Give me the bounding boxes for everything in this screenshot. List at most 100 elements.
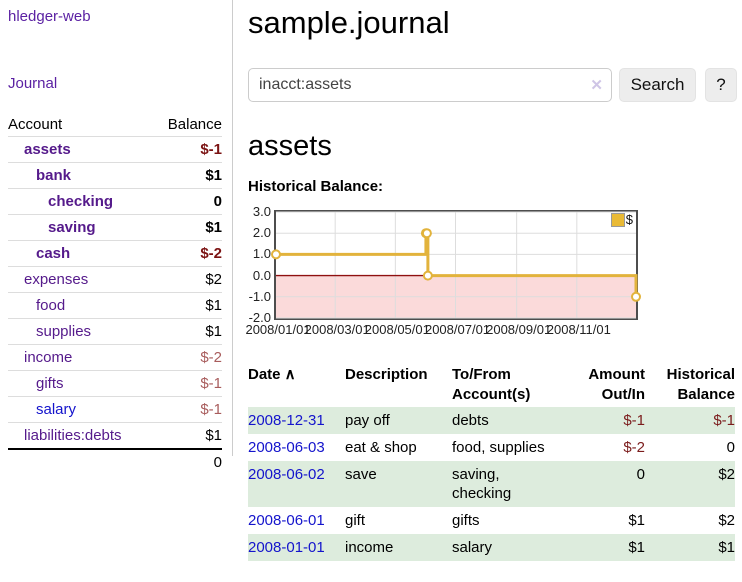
- transaction-date-link[interactable]: 2008-06-01: [248, 512, 325, 529]
- register-header-row: Date ∧ Description To/From Account(s) Amoun…: [248, 363, 735, 407]
- sort-ascending-icon: ∧: [280, 366, 296, 383]
- account-row: checking 0: [8, 188, 222, 215]
- register-row: 2008-12-31 pay off debts $-1 $-1: [248, 407, 735, 434]
- account-balance: $2: [152, 266, 222, 293]
- clear-search-icon[interactable]: ✕: [590, 77, 603, 94]
- page-title: sample.journal: [248, 5, 450, 40]
- nav-journal-link[interactable]: Journal: [8, 75, 58, 92]
- account-balance: $-2: [152, 240, 222, 267]
- account-row: bank $1: [8, 162, 222, 189]
- chart-canvas: [271, 211, 641, 319]
- transaction-date-link[interactable]: 2008-01-01: [248, 539, 325, 556]
- accounts-header-account: Account: [8, 116, 63, 133]
- transaction-balance: 0: [726, 439, 735, 456]
- x-tick-label: 2008/01/01: [245, 322, 311, 337]
- legend-swatch-icon: [610, 212, 625, 227]
- account-link[interactable]: gifts: [36, 375, 64, 392]
- account-balance: $-1: [152, 396, 222, 423]
- transaction-description: pay off: [345, 412, 390, 429]
- register-header-historical-balance: Historical Balance: [666, 366, 735, 403]
- x-tick-label: 2008/07/01: [424, 322, 491, 337]
- transaction-amount: $1: [628, 539, 645, 556]
- account-row: food $1: [8, 292, 222, 319]
- account-link[interactable]: checking: [48, 193, 114, 210]
- legend-label: $: [625, 212, 633, 227]
- chart-y-axis: 3.0 2.0 1.0 0.0 -1.0 -2.0: [248, 204, 274, 325]
- y-tick-label: -1.0: [248, 288, 271, 304]
- register-table: Date ∧ Description To/From Account(s) Amoun…: [248, 363, 735, 561]
- accounts-header-balance: Balance: [167, 116, 222, 133]
- account-link[interactable]: supplies: [36, 323, 92, 340]
- account-balance: $-2: [152, 344, 222, 371]
- account-link[interactable]: liabilities:debts: [24, 427, 122, 444]
- account-row: liabilities:debts $1: [8, 422, 222, 449]
- account-link[interactable]: saving: [48, 219, 96, 236]
- account-row: expenses $2: [8, 266, 222, 293]
- transaction-amount: $-1: [623, 412, 645, 429]
- transaction-date-link[interactable]: 2008-06-02: [248, 466, 325, 483]
- y-tick-label: 0.0: [252, 267, 271, 283]
- register-header-amount-out-in: Amount Out/In: [588, 366, 645, 403]
- account-link[interactable]: food: [36, 297, 66, 314]
- main-content: sample.journal ✕ Search ? assets Histori…: [245, 0, 737, 561]
- account-balance: $1: [152, 318, 222, 345]
- transaction-balance: $-1: [713, 412, 735, 429]
- account-link[interactable]: salary: [36, 401, 77, 418]
- account-link[interactable]: bank: [36, 167, 72, 184]
- transaction-accounts: saving, checking: [452, 466, 512, 502]
- account-balance: $1: [152, 422, 222, 449]
- x-tick-label: 2008/11/01: [546, 322, 611, 337]
- account-row: salary $-1: [8, 396, 222, 423]
- transaction-amount: $-2: [623, 439, 645, 456]
- account-link[interactable]: assets: [24, 141, 71, 158]
- account-balance: 0: [152, 188, 222, 215]
- search-input[interactable]: [248, 68, 612, 102]
- transaction-accounts: food, supplies: [452, 439, 545, 456]
- accounts-total: 0: [152, 448, 222, 475]
- transaction-date-link[interactable]: 2008-12-31: [248, 412, 325, 429]
- transaction-description: income: [345, 539, 394, 556]
- app-title-link[interactable]: hledger-web: [8, 8, 91, 25]
- chart-title: Historical Balance:: [248, 178, 384, 195]
- account-balance: $-1: [152, 370, 222, 397]
- transaction-description: eat & shop: [345, 439, 417, 456]
- account-link[interactable]: income: [24, 349, 73, 366]
- account-row: income $-2: [8, 344, 222, 371]
- account-link[interactable]: expenses: [24, 271, 89, 288]
- transaction-balance: $2: [718, 512, 735, 529]
- chart-legend: $: [610, 212, 633, 227]
- chart-plot-area: $: [271, 210, 641, 320]
- y-tick-label: 1.0: [252, 246, 271, 262]
- x-tick-label: 2008/05/01: [364, 322, 430, 337]
- transaction-accounts: gifts: [452, 512, 480, 529]
- account-row: assets $-1: [8, 136, 222, 163]
- x-tick-label: 2008/03/01: [304, 322, 370, 337]
- account-balance: $1: [152, 214, 222, 241]
- help-button[interactable]: ?: [705, 68, 737, 102]
- y-tick-label: -2.0: [248, 310, 271, 325]
- search-button[interactable]: Search: [619, 68, 696, 102]
- account-row: gifts $-1: [8, 370, 222, 397]
- transaction-amount: $1: [628, 512, 645, 529]
- accounts-total-row: 0: [8, 448, 222, 475]
- chart-x-axis: 2008/01/01 2008/03/01 2008/05/01 2008/07/01…: [245, 320, 737, 338]
- accounts-table: Account Balance assets $-1 bank $1 check…: [8, 114, 222, 475]
- register-row: 2008-06-01 gift gifts $1 $2: [248, 507, 735, 534]
- accounts-header-row: Account Balance: [8, 114, 222, 137]
- account-link[interactable]: cash: [36, 245, 71, 262]
- account-row: supplies $1: [8, 318, 222, 345]
- register-row: 2008-01-01 income salary $1 $1: [248, 534, 735, 561]
- transaction-description: gift: [345, 512, 366, 529]
- transaction-accounts: salary: [452, 539, 493, 556]
- x-tick-label: 2008/09/01: [486, 322, 552, 337]
- account-balance: $1: [152, 162, 222, 189]
- sidebar: hledger-web Journal Account Balance asse…: [0, 0, 233, 475]
- transaction-description: save: [345, 466, 377, 483]
- search-bar: ✕ Search ?: [248, 68, 737, 102]
- account-row: saving $1: [8, 214, 222, 241]
- transaction-date-link[interactable]: 2008-06-03: [248, 439, 325, 456]
- account-row: cash $-2: [8, 240, 222, 267]
- balance-chart: 3.0 2.0 1.0 0.0 -1.0 -2.0 $: [248, 204, 737, 325]
- register-header-date[interactable]: Date ∧: [248, 366, 296, 383]
- transaction-accounts: debts: [452, 412, 489, 429]
